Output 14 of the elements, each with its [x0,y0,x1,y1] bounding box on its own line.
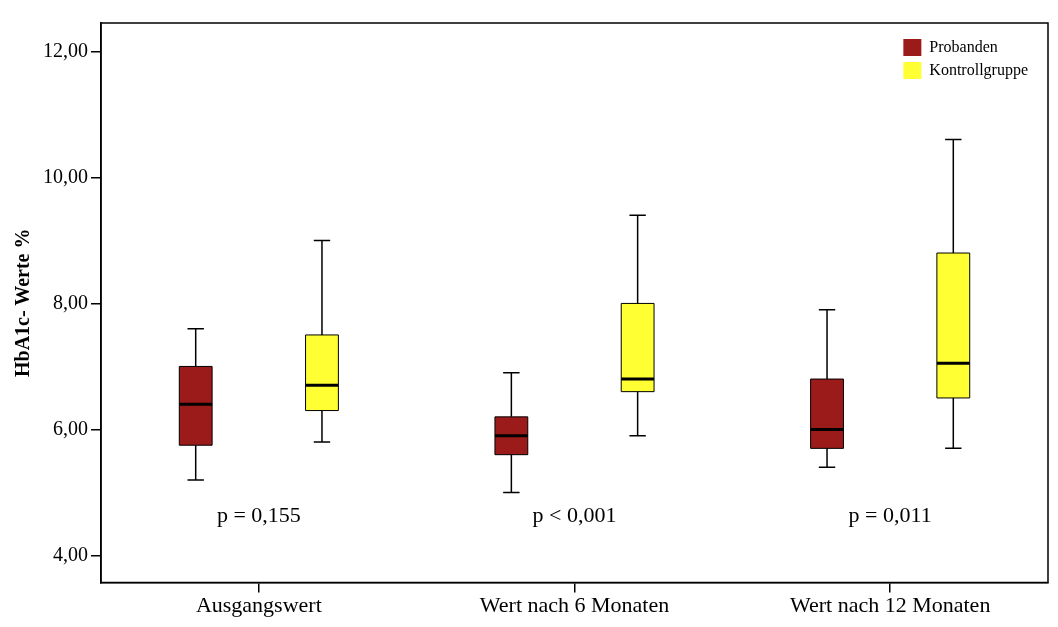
legend-label: Kontrollgruppe [929,60,1029,79]
legend-label: Probanden [929,37,998,55]
y-tick-label: 4,00 [53,542,88,565]
y-tick-label: 8,00 [53,290,88,313]
annotation: p < 0,001 [532,502,617,528]
y-axis-title: HbA1c- Werte % [11,228,34,378]
x-tick-label: Wert nach 6 Monaten [479,591,670,617]
y-tick-label: 6,00 [53,416,88,439]
x-tick-label: Ausgangswert [195,591,322,617]
y-tick-label: 12,00 [43,38,88,61]
annotation: p = 0,155 [216,502,301,528]
y-tick-label: 10,00 [43,164,88,187]
annotation: p = 0,011 [848,502,932,528]
x-tick-label: Wert nach 12 Monaten [789,591,991,617]
